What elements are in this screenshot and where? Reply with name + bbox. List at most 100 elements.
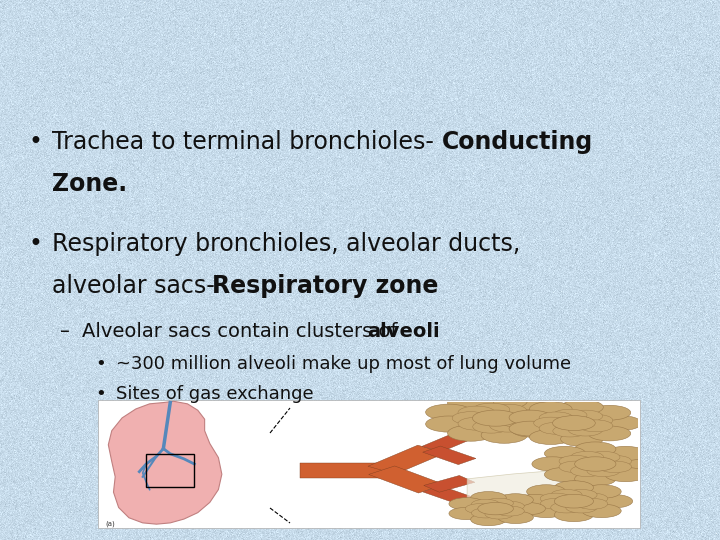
- Circle shape: [490, 419, 526, 432]
- Text: Sites of gas exchange: Sites of gas exchange: [116, 385, 314, 403]
- Circle shape: [568, 424, 603, 436]
- Circle shape: [509, 421, 552, 436]
- Circle shape: [452, 411, 489, 424]
- Circle shape: [473, 403, 510, 416]
- Circle shape: [544, 467, 586, 482]
- Circle shape: [496, 501, 524, 511]
- Circle shape: [587, 465, 620, 477]
- Circle shape: [539, 422, 573, 434]
- Circle shape: [599, 416, 642, 430]
- Circle shape: [481, 427, 527, 443]
- Circle shape: [496, 506, 524, 516]
- Circle shape: [448, 425, 494, 441]
- Circle shape: [534, 417, 568, 429]
- Circle shape: [500, 415, 538, 428]
- Circle shape: [570, 451, 603, 463]
- Text: Alveolar sacs contain clusters of: Alveolar sacs contain clusters of: [82, 322, 404, 341]
- Text: •: •: [95, 355, 106, 373]
- Circle shape: [490, 404, 526, 417]
- Circle shape: [448, 395, 494, 411]
- Circle shape: [472, 500, 500, 509]
- Circle shape: [559, 455, 592, 467]
- Circle shape: [472, 410, 518, 426]
- Polygon shape: [423, 446, 476, 464]
- Text: .: .: [427, 274, 434, 298]
- Circle shape: [510, 421, 557, 437]
- Circle shape: [540, 498, 572, 509]
- Circle shape: [598, 455, 631, 467]
- Polygon shape: [467, 470, 595, 509]
- Circle shape: [551, 489, 582, 501]
- Circle shape: [587, 451, 620, 463]
- Text: Respiratory bronchioles, alveolar ducts,: Respiratory bronchioles, alveolar ducts,: [52, 232, 521, 256]
- Text: ~300 million alveoli make up most of lung volume: ~300 million alveoli make up most of lun…: [116, 355, 571, 373]
- Circle shape: [575, 442, 616, 456]
- Circle shape: [617, 457, 659, 471]
- Circle shape: [449, 507, 485, 519]
- Circle shape: [552, 416, 595, 430]
- Circle shape: [426, 404, 472, 420]
- Text: Respiratory zone: Respiratory zone: [212, 274, 438, 298]
- Circle shape: [561, 400, 603, 415]
- Circle shape: [566, 502, 597, 513]
- Circle shape: [478, 502, 513, 515]
- Circle shape: [554, 508, 593, 522]
- Circle shape: [576, 493, 608, 504]
- Circle shape: [575, 471, 616, 486]
- Circle shape: [568, 410, 603, 422]
- Polygon shape: [423, 486, 476, 504]
- Circle shape: [579, 420, 613, 432]
- Text: Conducting: Conducting: [442, 130, 593, 154]
- Circle shape: [473, 420, 510, 433]
- Circle shape: [472, 508, 500, 518]
- Circle shape: [561, 431, 603, 447]
- Circle shape: [588, 406, 631, 420]
- Circle shape: [529, 402, 572, 416]
- Circle shape: [553, 409, 587, 421]
- Circle shape: [579, 414, 613, 426]
- Circle shape: [605, 467, 646, 482]
- Polygon shape: [369, 466, 444, 493]
- Polygon shape: [300, 463, 382, 478]
- Circle shape: [554, 495, 593, 508]
- Circle shape: [593, 495, 633, 508]
- Circle shape: [426, 416, 472, 432]
- Bar: [98, 400, 640, 528]
- Bar: [146, 454, 194, 487]
- Circle shape: [526, 504, 566, 518]
- Text: Trachea to terminal bronchioles-: Trachea to terminal bronchioles-: [52, 130, 441, 154]
- Circle shape: [522, 410, 569, 426]
- Circle shape: [465, 504, 494, 514]
- Circle shape: [509, 410, 552, 425]
- Circle shape: [449, 497, 485, 510]
- Text: alveoli: alveoli: [367, 322, 440, 341]
- Circle shape: [575, 457, 616, 471]
- Circle shape: [559, 461, 592, 472]
- Circle shape: [566, 489, 597, 501]
- Circle shape: [510, 502, 546, 515]
- Circle shape: [529, 430, 572, 444]
- Circle shape: [485, 509, 513, 519]
- Circle shape: [588, 426, 631, 441]
- Circle shape: [510, 399, 557, 415]
- Circle shape: [539, 412, 573, 424]
- Text: •: •: [28, 232, 42, 256]
- Circle shape: [582, 504, 621, 518]
- Circle shape: [544, 446, 586, 461]
- Circle shape: [471, 514, 506, 526]
- Polygon shape: [108, 401, 222, 524]
- Circle shape: [540, 493, 572, 504]
- Circle shape: [498, 494, 534, 506]
- Circle shape: [498, 511, 534, 524]
- Circle shape: [526, 485, 566, 498]
- Circle shape: [582, 485, 621, 498]
- Polygon shape: [422, 431, 477, 452]
- Text: (a): (a): [105, 521, 114, 527]
- Circle shape: [605, 446, 646, 461]
- Text: •: •: [28, 130, 42, 154]
- Circle shape: [532, 457, 573, 471]
- Circle shape: [481, 393, 527, 409]
- Circle shape: [458, 406, 495, 419]
- Circle shape: [554, 481, 593, 495]
- Circle shape: [551, 502, 582, 513]
